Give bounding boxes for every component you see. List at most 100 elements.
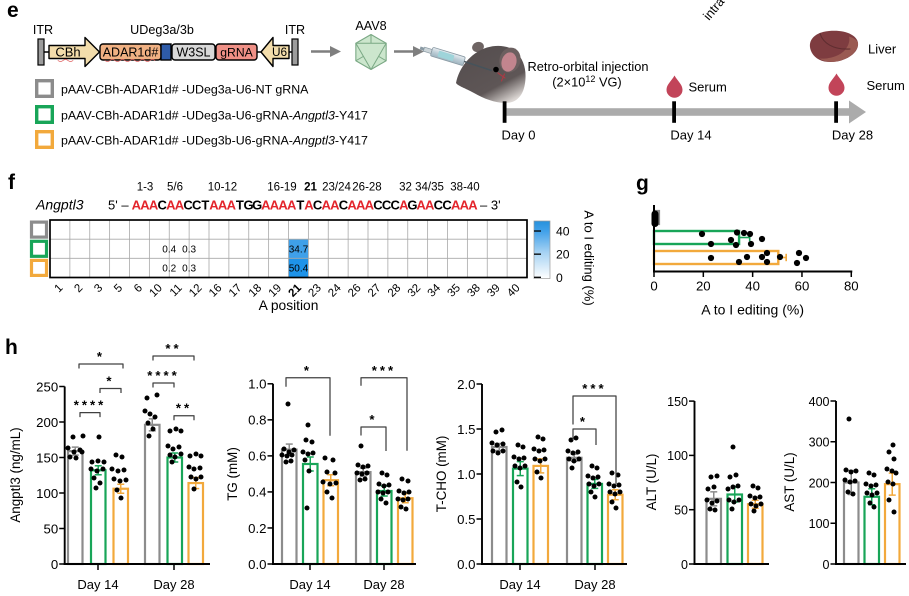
svg-text:A: A xyxy=(175,198,185,213)
svg-text:C: C xyxy=(434,198,444,213)
svg-text:5/6: 5/6 xyxy=(167,182,183,194)
svg-text:G: G xyxy=(252,198,262,213)
svg-text:****: **** xyxy=(74,398,107,413)
svg-text:A: A xyxy=(451,198,461,213)
svg-text:40: 40 xyxy=(505,282,523,300)
svg-text:50.4: 50.4 xyxy=(289,263,309,274)
svg-text:*: * xyxy=(106,374,114,389)
svg-text:34.7: 34.7 xyxy=(289,244,309,255)
svg-text:A: A xyxy=(261,198,271,213)
svg-text:0.2: 0.2 xyxy=(162,263,176,274)
svg-text:80: 80 xyxy=(844,279,859,294)
svg-text:*: * xyxy=(97,349,105,364)
svg-text:e: e xyxy=(7,0,19,22)
svg-text:ADAR1d#: ADAR1d# xyxy=(103,46,159,60)
svg-text:0: 0 xyxy=(650,279,657,294)
svg-text:A: A xyxy=(365,198,375,213)
svg-text:*: * xyxy=(580,414,588,429)
svg-text:26-28: 26-28 xyxy=(352,182,381,194)
svg-text:A to I editing (%): A to I editing (%) xyxy=(701,302,804,318)
svg-text:0: 0 xyxy=(823,558,830,572)
svg-text:32: 32 xyxy=(399,182,412,194)
svg-text:pAAV-CBh-ADAR1d# -UDeg3b-U6-gR: pAAV-CBh-ADAR1d# -UDeg3b-U6-gRNA-Angptl3… xyxy=(61,133,368,147)
svg-text:C: C xyxy=(391,198,401,213)
svg-text:200: 200 xyxy=(809,476,830,490)
svg-text:400: 400 xyxy=(809,395,830,409)
svg-text:24: 24 xyxy=(326,282,344,300)
svg-text:2: 2 xyxy=(72,282,85,295)
svg-text:27: 27 xyxy=(366,282,384,300)
svg-text:0.4: 0.4 xyxy=(248,485,266,500)
svg-text:0.6: 0.6 xyxy=(248,449,266,464)
svg-text:300: 300 xyxy=(809,436,830,450)
svg-text:0.3: 0.3 xyxy=(182,263,196,274)
svg-text:0.2: 0.2 xyxy=(248,521,266,536)
svg-text:1.5: 1.5 xyxy=(457,422,475,437)
svg-text:A: A xyxy=(356,198,366,213)
svg-text:16-19: 16-19 xyxy=(267,182,296,194)
svg-text:A: A xyxy=(416,198,426,213)
svg-text:0.4: 0.4 xyxy=(162,244,176,255)
svg-text:21: 21 xyxy=(287,282,305,300)
svg-text:(2×1012 VG): (2×1012 VG) xyxy=(552,74,621,90)
svg-text:**: ** xyxy=(165,341,181,356)
svg-text:32: 32 xyxy=(406,282,424,300)
svg-text:A to I editing (%): A to I editing (%) xyxy=(582,210,597,305)
svg-text:A: A xyxy=(460,198,470,213)
svg-text:Day 28: Day 28 xyxy=(153,577,194,592)
svg-text:0: 0 xyxy=(51,557,58,572)
svg-text:G: G xyxy=(407,198,417,213)
svg-text:A: A xyxy=(287,198,297,213)
svg-text:50: 50 xyxy=(44,521,59,536)
svg-text:Angptl3: Angptl3 xyxy=(35,197,84,213)
svg-text:A: A xyxy=(321,198,331,213)
svg-text:Day 28: Day 28 xyxy=(574,577,615,592)
svg-text:C: C xyxy=(158,198,168,213)
svg-text:6: 6 xyxy=(132,282,145,295)
svg-text:A: A xyxy=(218,198,228,213)
svg-text:10-12: 10-12 xyxy=(208,182,237,194)
svg-text:20: 20 xyxy=(556,248,570,262)
svg-text:T: T xyxy=(236,198,244,213)
svg-text:40: 40 xyxy=(556,225,570,239)
svg-text:Serum: Serum xyxy=(689,80,727,95)
svg-text:Liver: Liver xyxy=(868,42,897,57)
svg-text:A: A xyxy=(166,198,176,213)
svg-text:Day 14: Day 14 xyxy=(499,577,540,592)
svg-text:f: f xyxy=(8,171,16,194)
svg-text:Retro-orbital injection: Retro-orbital injection xyxy=(528,59,649,74)
svg-text:Day 14: Day 14 xyxy=(670,128,711,143)
svg-text:– 3': – 3' xyxy=(480,198,501,213)
svg-text:0.8: 0.8 xyxy=(248,413,266,428)
svg-text:1.0: 1.0 xyxy=(248,377,266,392)
svg-text:1-3: 1-3 xyxy=(137,182,154,194)
svg-text:250: 250 xyxy=(36,379,58,394)
svg-text:C: C xyxy=(442,198,452,213)
svg-text:40: 40 xyxy=(745,279,760,294)
svg-text:****: **** xyxy=(147,368,180,383)
svg-text:T: T xyxy=(201,198,209,213)
svg-text:*: * xyxy=(304,363,312,378)
svg-text:5: 5 xyxy=(112,282,125,295)
svg-text:Day 0: Day 0 xyxy=(502,128,536,143)
svg-text:UDeg3a/3b: UDeg3a/3b xyxy=(130,23,194,37)
svg-text:0: 0 xyxy=(556,271,563,285)
svg-text:A: A xyxy=(278,198,288,213)
svg-text:intravenous: intravenous xyxy=(700,0,754,23)
svg-text:38-40: 38-40 xyxy=(450,182,479,194)
svg-text:gRNA: gRNA xyxy=(220,46,253,60)
svg-text:100: 100 xyxy=(809,517,830,531)
svg-text:0.5: 0.5 xyxy=(457,512,475,527)
svg-text:A: A xyxy=(399,198,409,213)
svg-text:A: A xyxy=(209,198,219,213)
svg-text:100: 100 xyxy=(36,486,58,501)
svg-text:38: 38 xyxy=(465,282,483,300)
svg-text:60: 60 xyxy=(795,279,810,294)
svg-text:***: *** xyxy=(582,381,606,396)
svg-text:A: A xyxy=(149,198,159,213)
svg-text:ALT (U/L): ALT (U/L) xyxy=(644,454,659,511)
svg-text:AST (U/L): AST (U/L) xyxy=(782,452,797,511)
svg-text:28: 28 xyxy=(386,282,404,300)
svg-text:ITR: ITR xyxy=(33,23,53,37)
svg-text:A position: A position xyxy=(259,298,319,313)
